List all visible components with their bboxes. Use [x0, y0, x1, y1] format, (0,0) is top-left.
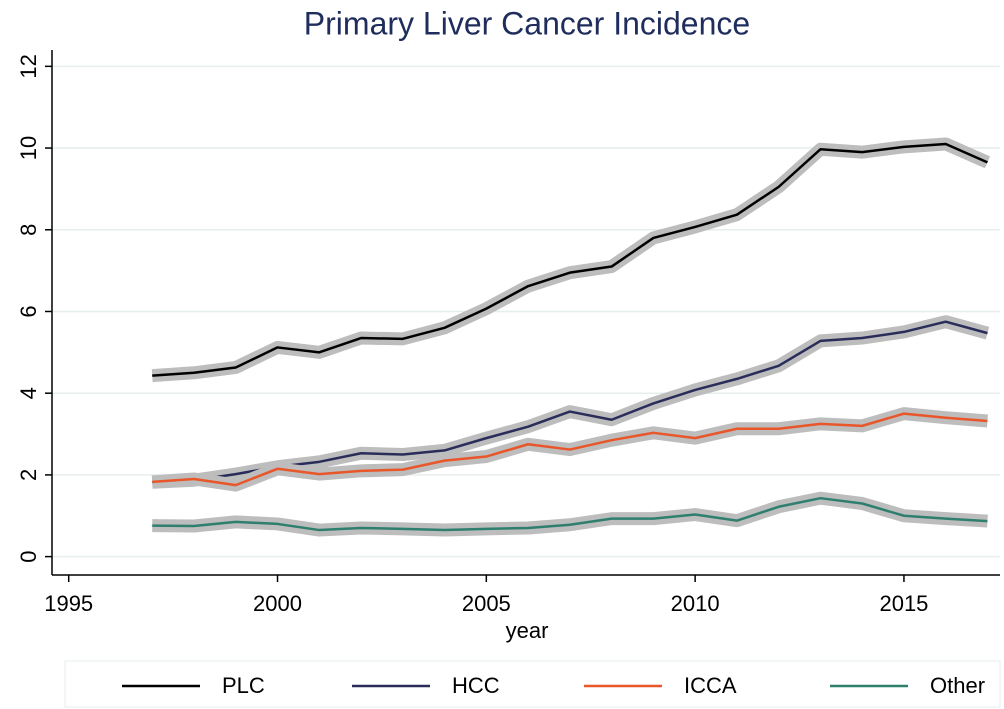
- legend-label: HCC: [452, 673, 500, 698]
- chart-title: Primary Liver Cancer Incidence: [304, 5, 750, 41]
- y-tick-label: 0: [16, 550, 41, 562]
- x-tick-label: 1995: [44, 591, 93, 616]
- legend-label: PLC: [222, 673, 265, 698]
- y-tick-label: 12: [16, 54, 41, 78]
- y-tick-label: 2: [16, 469, 41, 481]
- x-tick-label: 2010: [671, 591, 720, 616]
- y-tick-label: 10: [16, 136, 41, 160]
- series-line: [152, 142, 988, 377]
- legend-label: Other: [930, 673, 985, 698]
- legend-box: [64, 660, 1001, 708]
- y-tick-label: 4: [16, 387, 41, 399]
- y-tick-label: 8: [16, 224, 41, 236]
- x-axis-label: year: [506, 618, 549, 643]
- series-line: [152, 496, 988, 532]
- y-tick-label: 6: [16, 305, 41, 317]
- x-tick-label: 2005: [462, 591, 511, 616]
- x-tick-label: 2015: [879, 591, 928, 616]
- legend-label: ICCA: [684, 673, 737, 698]
- series-line: [152, 412, 988, 487]
- x-tick-label: 2000: [253, 591, 302, 616]
